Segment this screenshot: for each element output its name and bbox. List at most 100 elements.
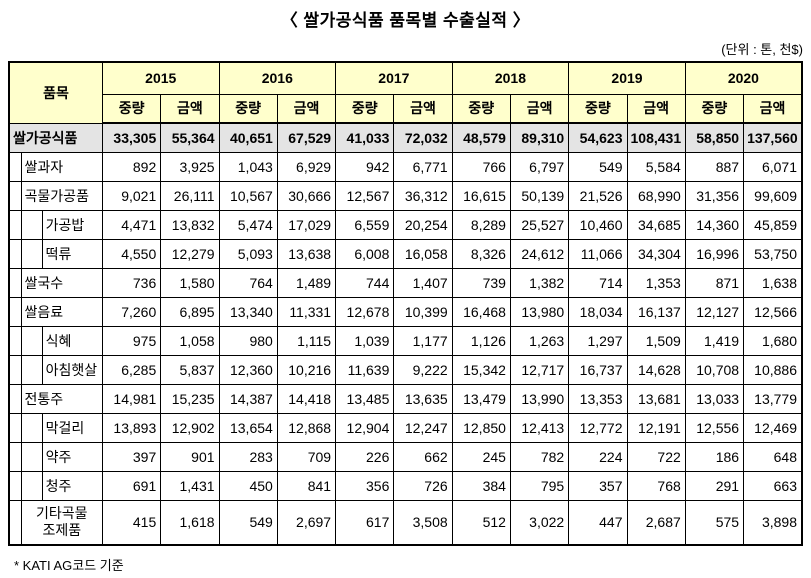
row-label: 기타곡물 조제품 <box>20 499 103 546</box>
table-row: 막걸리 13,893 12,902 13,654 12,868 12,904 1… <box>8 412 803 443</box>
value-cell: 782 <box>509 441 570 472</box>
value-cell: 841 <box>276 470 337 501</box>
value-cell: 68,990 <box>626 180 686 211</box>
weight-header: 중량 <box>218 93 278 124</box>
value-cell: 14,387 <box>218 383 278 414</box>
weight-header: 중량 <box>568 93 628 124</box>
value-cell: 1,043 <box>218 151 278 182</box>
table-row: 가공밥 4,471 13,832 5,474 17,029 6,559 20,2… <box>8 209 803 240</box>
weight-header: 중량 <box>101 93 162 124</box>
value-cell: 13,893 <box>101 412 162 443</box>
indent-cell <box>20 325 43 356</box>
value-cell: 357 <box>568 470 628 501</box>
table-row: 아침햇살 6,285 5,837 12,360 10,216 11,639 9,… <box>8 354 803 385</box>
value-cell: 901 <box>160 441 220 472</box>
value-cell: 13,033 <box>684 383 745 414</box>
value-cell: 356 <box>335 470 395 501</box>
value-cell: 6,797 <box>509 151 570 182</box>
value-cell: 1,353 <box>626 267 686 298</box>
value-cell: 975 <box>101 325 162 356</box>
row-label: 전통주 <box>20 383 103 414</box>
value-cell: 1,115 <box>276 325 337 356</box>
indent-cell <box>8 383 22 414</box>
value-cell: 13,990 <box>509 383 570 414</box>
value-cell: 12,556 <box>684 412 745 443</box>
value-cell: 447 <box>568 499 628 546</box>
value-cell: 291 <box>684 470 745 501</box>
value-cell: 726 <box>393 470 453 501</box>
value-cell: 10,460 <box>568 209 628 240</box>
value-cell: 7,260 <box>101 296 162 327</box>
value-cell: 10,399 <box>393 296 453 327</box>
value-cell: 3,022 <box>509 499 570 546</box>
amount-header: 금액 <box>393 93 453 124</box>
value-cell: 12,469 <box>743 412 803 443</box>
header-year-row: 품목 2015 2016 2017 2018 2019 2020 <box>8 61 803 124</box>
value-cell: 16,996 <box>684 238 745 269</box>
value-cell: 1,297 <box>568 325 628 356</box>
value-cell: 1,489 <box>276 267 337 298</box>
value-cell: 14,628 <box>626 354 686 385</box>
value-cell: 8,289 <box>451 209 511 240</box>
value-cell: 4,471 <box>101 209 162 240</box>
value-cell: 1,058 <box>160 325 220 356</box>
indent-cell <box>8 151 22 182</box>
value-cell: 512 <box>451 499 511 546</box>
value-cell: 6,771 <box>393 151 453 182</box>
value-cell: 226 <box>335 441 395 472</box>
value-cell: 9,021 <box>101 180 162 211</box>
indent-cell <box>8 354 22 385</box>
value-cell: 40,651 <box>218 122 278 153</box>
year-header-2016: 2016 <box>218 61 337 95</box>
value-cell: 887 <box>684 151 745 182</box>
value-cell: 25,527 <box>509 209 570 240</box>
value-cell: 575 <box>684 499 745 546</box>
value-cell: 12,360 <box>218 354 278 385</box>
value-cell: 12,868 <box>276 412 337 443</box>
row-label: 식혜 <box>41 325 103 356</box>
value-cell: 55,364 <box>160 122 220 153</box>
value-cell: 3,925 <box>160 151 220 182</box>
value-cell: 13,638 <box>276 238 337 269</box>
item-column-header: 품목 <box>8 61 103 124</box>
value-cell: 2,697 <box>276 499 337 546</box>
value-cell: 12,127 <box>684 296 745 327</box>
value-cell: 5,474 <box>218 209 278 240</box>
row-label: 쌀가공식품 <box>8 122 103 153</box>
weight-header: 중량 <box>684 93 745 124</box>
page-title: 〈 쌀가공식품 품목별 수출실적 〉 <box>280 11 531 30</box>
value-cell: 54,623 <box>568 122 628 153</box>
amount-header: 금액 <box>743 93 803 124</box>
amount-header: 금액 <box>509 93 570 124</box>
value-cell: 662 <box>393 441 453 472</box>
value-cell: 20,254 <box>393 209 453 240</box>
value-cell: 13,980 <box>509 296 570 327</box>
value-cell: 1,431 <box>160 470 220 501</box>
value-cell: 283 <box>218 441 278 472</box>
table-row: 쌀음료 7,260 6,895 13,340 11,331 12,678 10,… <box>8 296 803 327</box>
value-cell: 12,904 <box>335 412 395 443</box>
indent-cell <box>20 354 43 385</box>
indent-cell <box>8 209 22 240</box>
value-cell: 41,033 <box>335 122 395 153</box>
value-cell: 1,638 <box>743 267 803 298</box>
unit-note: (단위 : 톤, 천$) <box>721 42 803 57</box>
indent-cell <box>8 267 22 298</box>
value-cell: 15,342 <box>451 354 511 385</box>
table-row: 청주 691 1,431 450 841 356 726 384 795 357… <box>8 470 803 501</box>
row-label: 쌀국수 <box>20 267 103 298</box>
table-row: 쌀과자 892 3,925 1,043 6,929 942 6,771 766 … <box>8 151 803 182</box>
value-cell: 1,580 <box>160 267 220 298</box>
value-cell: 1,407 <box>393 267 453 298</box>
table-row: 쌀국수 736 1,580 764 1,489 744 1,407 739 1,… <box>8 267 803 298</box>
value-cell: 942 <box>335 151 395 182</box>
indent-cell <box>20 470 43 501</box>
value-cell: 5,093 <box>218 238 278 269</box>
value-cell: 33,305 <box>101 122 162 153</box>
indent-cell <box>20 441 43 472</box>
value-cell: 764 <box>218 267 278 298</box>
value-cell: 34,304 <box>626 238 686 269</box>
indent-cell <box>8 325 22 356</box>
value-cell: 10,708 <box>684 354 745 385</box>
value-cell: 12,678 <box>335 296 395 327</box>
